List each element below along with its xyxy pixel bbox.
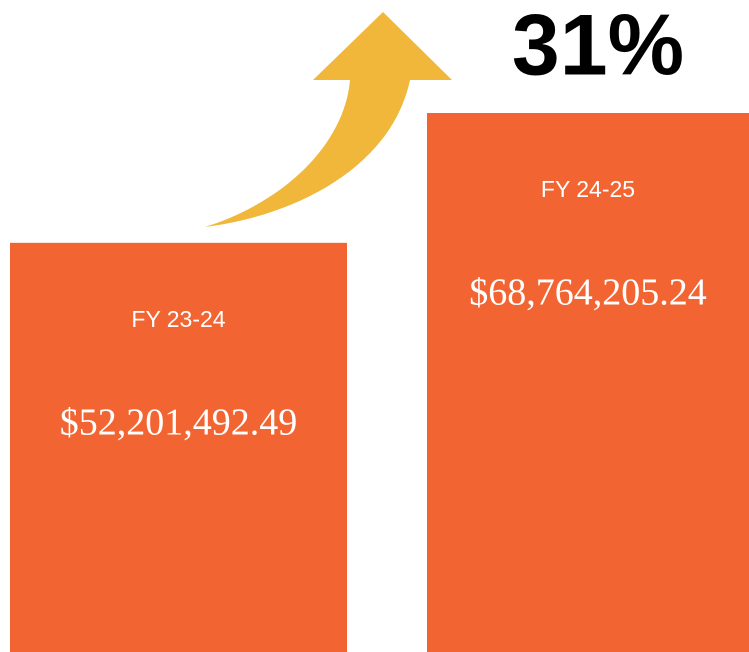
bar [10,242,347,652]
growth-arrow [205,12,452,227]
category-label: FY 23-24 [131,306,225,332]
growth-annotation: 31% [512,0,684,94]
category-label: FY 24-25 [541,176,635,202]
value-label: $68,764,205.24 [469,272,707,314]
bar [427,113,749,652]
value-label: $52,201,492.49 [60,402,298,444]
